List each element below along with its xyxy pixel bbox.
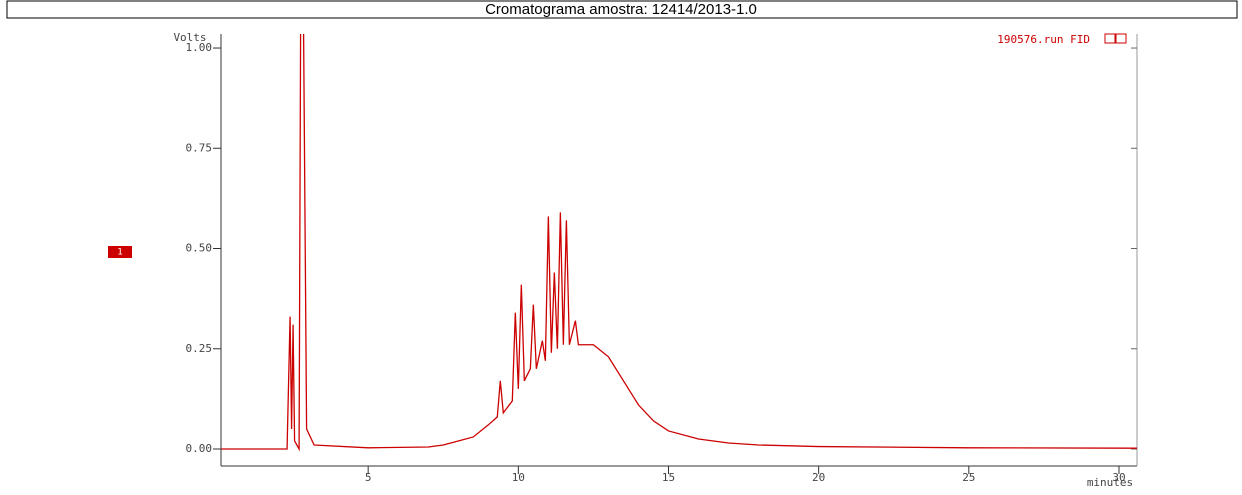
annotation: 190576.run FID <box>997 33 1090 46</box>
x-tick-label: 25 <box>962 471 975 484</box>
y-tick-label: 0.00 <box>186 442 213 455</box>
legend-swatch <box>108 246 132 258</box>
y-tick-label: 0.25 <box>186 342 213 355</box>
x-tick-label: 10 <box>512 471 525 484</box>
x-tick-label: 15 <box>662 471 675 484</box>
x-tick-label: 5 <box>365 471 372 484</box>
icon <box>1115 33 1127 44</box>
x-tick-label: 30 <box>1112 471 1125 484</box>
y-tick-label: 0.75 <box>186 141 213 154</box>
x-axis-label: minutes <box>1087 476 1133 489</box>
y-axis-label: Volts <box>173 31 206 44</box>
legend-label: 1 <box>117 248 122 258</box>
y-tick-label: 1.00 <box>186 41 213 54</box>
chart-title: Cromatograma amostra: 12414/2013-1.0 <box>485 1 757 18</box>
y-tick-label: 0.50 <box>186 242 213 255</box>
icon <box>1104 33 1116 44</box>
title-box <box>6 0 1238 19</box>
x-tick-label: 20 <box>812 471 825 484</box>
line-series <box>221 34 1137 452</box>
